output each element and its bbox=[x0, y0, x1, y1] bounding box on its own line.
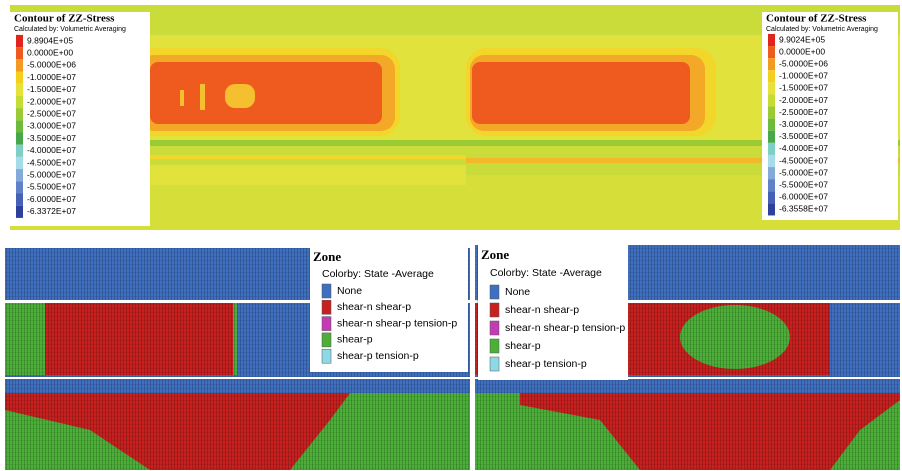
legend-swatch bbox=[322, 349, 331, 363]
legend-label: shear-n shear-p tension-p bbox=[337, 317, 457, 329]
legend-swatch bbox=[768, 167, 775, 179]
legend-swatch bbox=[768, 46, 775, 58]
legend-swatch bbox=[490, 285, 499, 299]
legend-swatch bbox=[768, 155, 775, 167]
legend-swatch bbox=[322, 300, 331, 314]
legend-swatch bbox=[16, 194, 23, 206]
legend-swatch bbox=[16, 206, 23, 218]
legend-swatch bbox=[322, 317, 331, 331]
legend-subtitle: Colorby: State -Average bbox=[490, 267, 602, 279]
legend-title: Zone bbox=[481, 247, 509, 262]
legend-label: -1.0000E+07 bbox=[779, 71, 828, 81]
legend-swatch bbox=[322, 333, 331, 347]
legend-label: shear-n shear-p tension-p bbox=[505, 322, 625, 334]
legend-swatch bbox=[16, 35, 23, 47]
legend-label: shear-p bbox=[505, 340, 541, 352]
legend-swatch bbox=[16, 133, 23, 145]
legend-label: -4.5000E+07 bbox=[779, 155, 828, 165]
legend-label: 9.9024E+05 bbox=[779, 34, 825, 44]
legend-title: Zone bbox=[313, 249, 341, 264]
legend-label: -5.0000E+06 bbox=[779, 58, 828, 68]
legend-label: shear-p tension-p bbox=[337, 350, 419, 362]
legend-swatch bbox=[490, 303, 499, 317]
legend-label: -5.5000E+07 bbox=[779, 179, 828, 189]
legend-label: -3.0000E+07 bbox=[27, 121, 76, 131]
legend-label: None bbox=[505, 286, 530, 298]
legend-label: 0.0000E+00 bbox=[27, 47, 73, 57]
page: Contour of ZZ-StressCalculated by: Volum… bbox=[0, 0, 902, 471]
legend-label: 0.0000E+00 bbox=[779, 46, 825, 56]
legend-swatch bbox=[16, 181, 23, 193]
legend-swatch bbox=[768, 179, 775, 191]
legend-swatch bbox=[768, 82, 775, 94]
legend-label: -1.5000E+07 bbox=[27, 84, 76, 94]
legend-label: shear-p tension-p bbox=[505, 358, 587, 370]
legend-swatch bbox=[16, 169, 23, 181]
figure: Contour of ZZ-StressCalculated by: Volum… bbox=[0, 0, 902, 471]
legend-swatch bbox=[16, 108, 23, 120]
legend-swatch bbox=[16, 96, 23, 108]
legend-label: -3.5000E+07 bbox=[27, 133, 76, 143]
legend-title: Contour of ZZ-Stress bbox=[14, 13, 115, 25]
legend-swatch bbox=[322, 284, 331, 298]
zone-legend: Zone Colorby: State -Average None shear-n s… bbox=[478, 245, 628, 380]
legend-swatch bbox=[768, 94, 775, 106]
legend-swatch bbox=[16, 120, 23, 132]
legend-subtitle: Calculated by: Volumetric Averaging bbox=[14, 26, 126, 33]
legend-label: -6.3558E+07 bbox=[779, 204, 828, 214]
legend-subtitle: Calculated by: Volumetric Averaging bbox=[766, 26, 878, 33]
legend-label: -4.0000E+07 bbox=[779, 143, 828, 153]
legend-swatch bbox=[490, 321, 499, 335]
legend-label: -2.5000E+07 bbox=[27, 108, 76, 118]
legend-label: -3.0000E+07 bbox=[779, 119, 828, 129]
legend-label: -3.5000E+07 bbox=[779, 131, 828, 141]
legend-label: shear-n shear-p bbox=[505, 304, 579, 316]
legend-title: Contour of ZZ-Stress bbox=[766, 13, 867, 25]
zone-legend: Zone Colorby: State -Average None shear-n s… bbox=[310, 248, 468, 372]
legend-swatch bbox=[16, 59, 23, 71]
legend-swatch bbox=[768, 34, 775, 46]
legend-label: -2.0000E+07 bbox=[27, 96, 76, 106]
legend-label: shear-p bbox=[337, 334, 373, 346]
legend-swatch bbox=[768, 58, 775, 70]
legend-label: -2.0000E+07 bbox=[779, 95, 828, 105]
legend-swatch bbox=[16, 157, 23, 169]
legend-swatch bbox=[768, 70, 775, 82]
legend-label: -1.0000E+07 bbox=[27, 72, 76, 82]
legend-subtitle: Colorby: State -Average bbox=[322, 268, 434, 280]
legend-label: -2.5000E+07 bbox=[779, 107, 828, 117]
legend-label: None bbox=[337, 285, 362, 297]
legend-swatch bbox=[490, 357, 499, 371]
legend-label: shear-n shear-p bbox=[337, 301, 411, 313]
legend-swatch bbox=[16, 84, 23, 96]
legend-swatch bbox=[490, 339, 499, 353]
legend-label: 9.8904E+05 bbox=[27, 35, 73, 45]
legend-label: -6.0000E+07 bbox=[27, 194, 76, 204]
legend-label: -4.0000E+07 bbox=[27, 145, 76, 155]
legend-swatch bbox=[768, 143, 775, 155]
legend-label: -4.5000E+07 bbox=[27, 157, 76, 167]
legend-label: -5.0000E+07 bbox=[779, 167, 828, 177]
legend-swatch bbox=[768, 191, 775, 203]
legend-label: -1.5000E+07 bbox=[779, 83, 828, 93]
legend-swatch bbox=[768, 119, 775, 131]
legend-label: -5.5000E+07 bbox=[27, 182, 76, 192]
legend-swatch bbox=[16, 145, 23, 157]
legend-label: -6.3372E+07 bbox=[27, 206, 76, 216]
legend-label: -5.0000E+07 bbox=[27, 169, 76, 179]
legend-label: -6.0000E+07 bbox=[779, 192, 828, 202]
legend-swatch bbox=[768, 107, 775, 119]
legend-label: -5.0000E+06 bbox=[27, 60, 76, 70]
legend-swatch bbox=[768, 131, 775, 143]
legend-swatch bbox=[16, 47, 23, 59]
legend-swatch bbox=[16, 72, 23, 84]
legend-swatch bbox=[768, 203, 775, 215]
